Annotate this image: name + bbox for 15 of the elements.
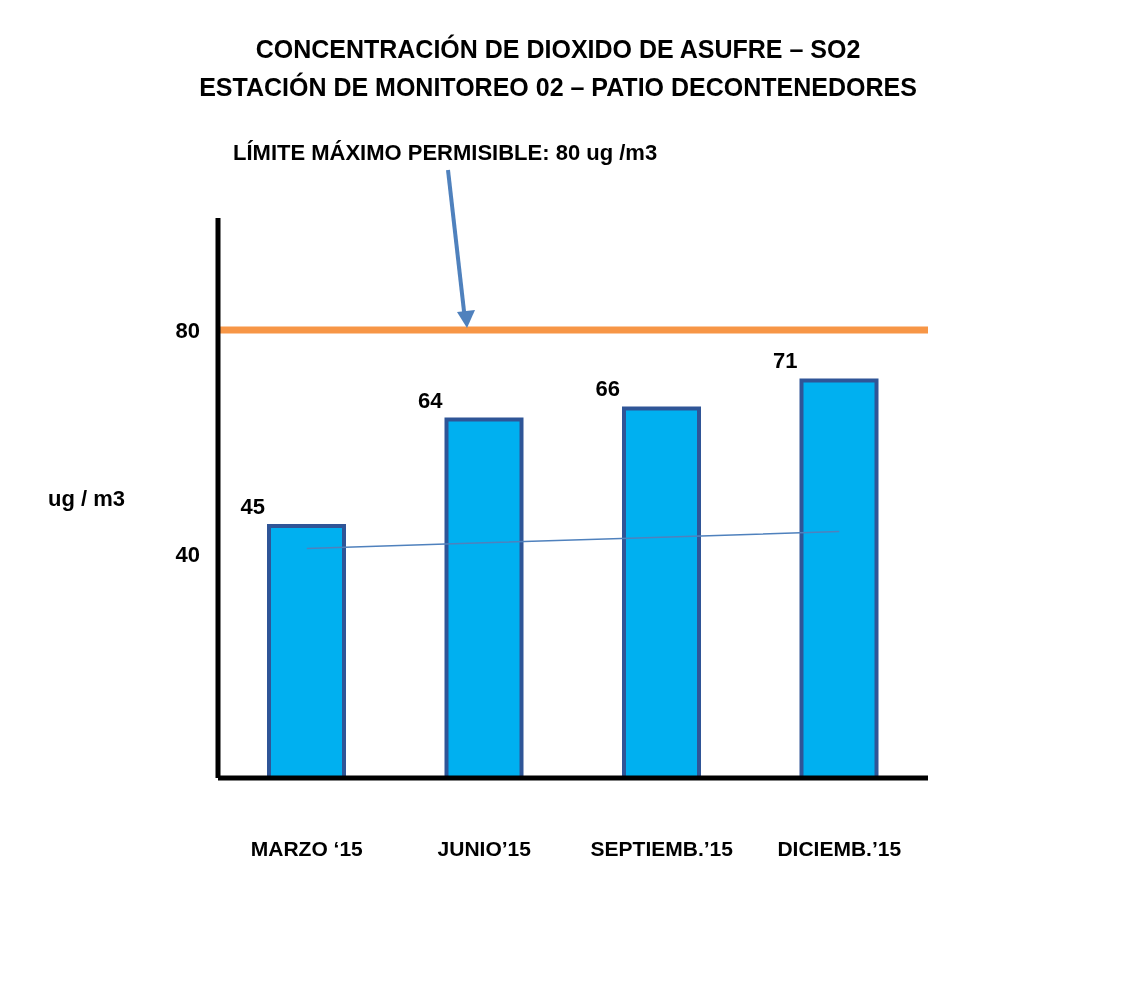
data-label: 64 bbox=[418, 387, 444, 413]
data-label: 71 bbox=[773, 348, 798, 374]
chart-title: CONCENTRACIÓN DE DIOXIDO DE ASUFRE – SO2 bbox=[254, 33, 862, 65]
x-tick-label: DICIEMB.’15 bbox=[777, 836, 902, 860]
y-tick-label: 40 bbox=[175, 541, 200, 567]
y-axis-title: ug / m3 bbox=[48, 486, 126, 512]
line-series bbox=[306, 530, 840, 550]
data-label: 45 bbox=[240, 494, 265, 519]
chart-subtitle: ESTACIÓN DE MONITOREO 02 – PATIO DECONTENEDORES bbox=[198, 71, 918, 103]
y-tick-label: 80 bbox=[175, 317, 200, 343]
x-tick-label: MARZO ‘15 bbox=[250, 836, 364, 860]
data-label: 66 bbox=[595, 376, 620, 402]
x-tick-label: SEPTIEMB.’15 bbox=[590, 836, 734, 860]
ref-line-label: LÍMITE MÁXIMO PERMISIBLE: 80 ug /m3 bbox=[233, 140, 658, 165]
x-tick-label: JUNIO’15 bbox=[437, 836, 532, 860]
